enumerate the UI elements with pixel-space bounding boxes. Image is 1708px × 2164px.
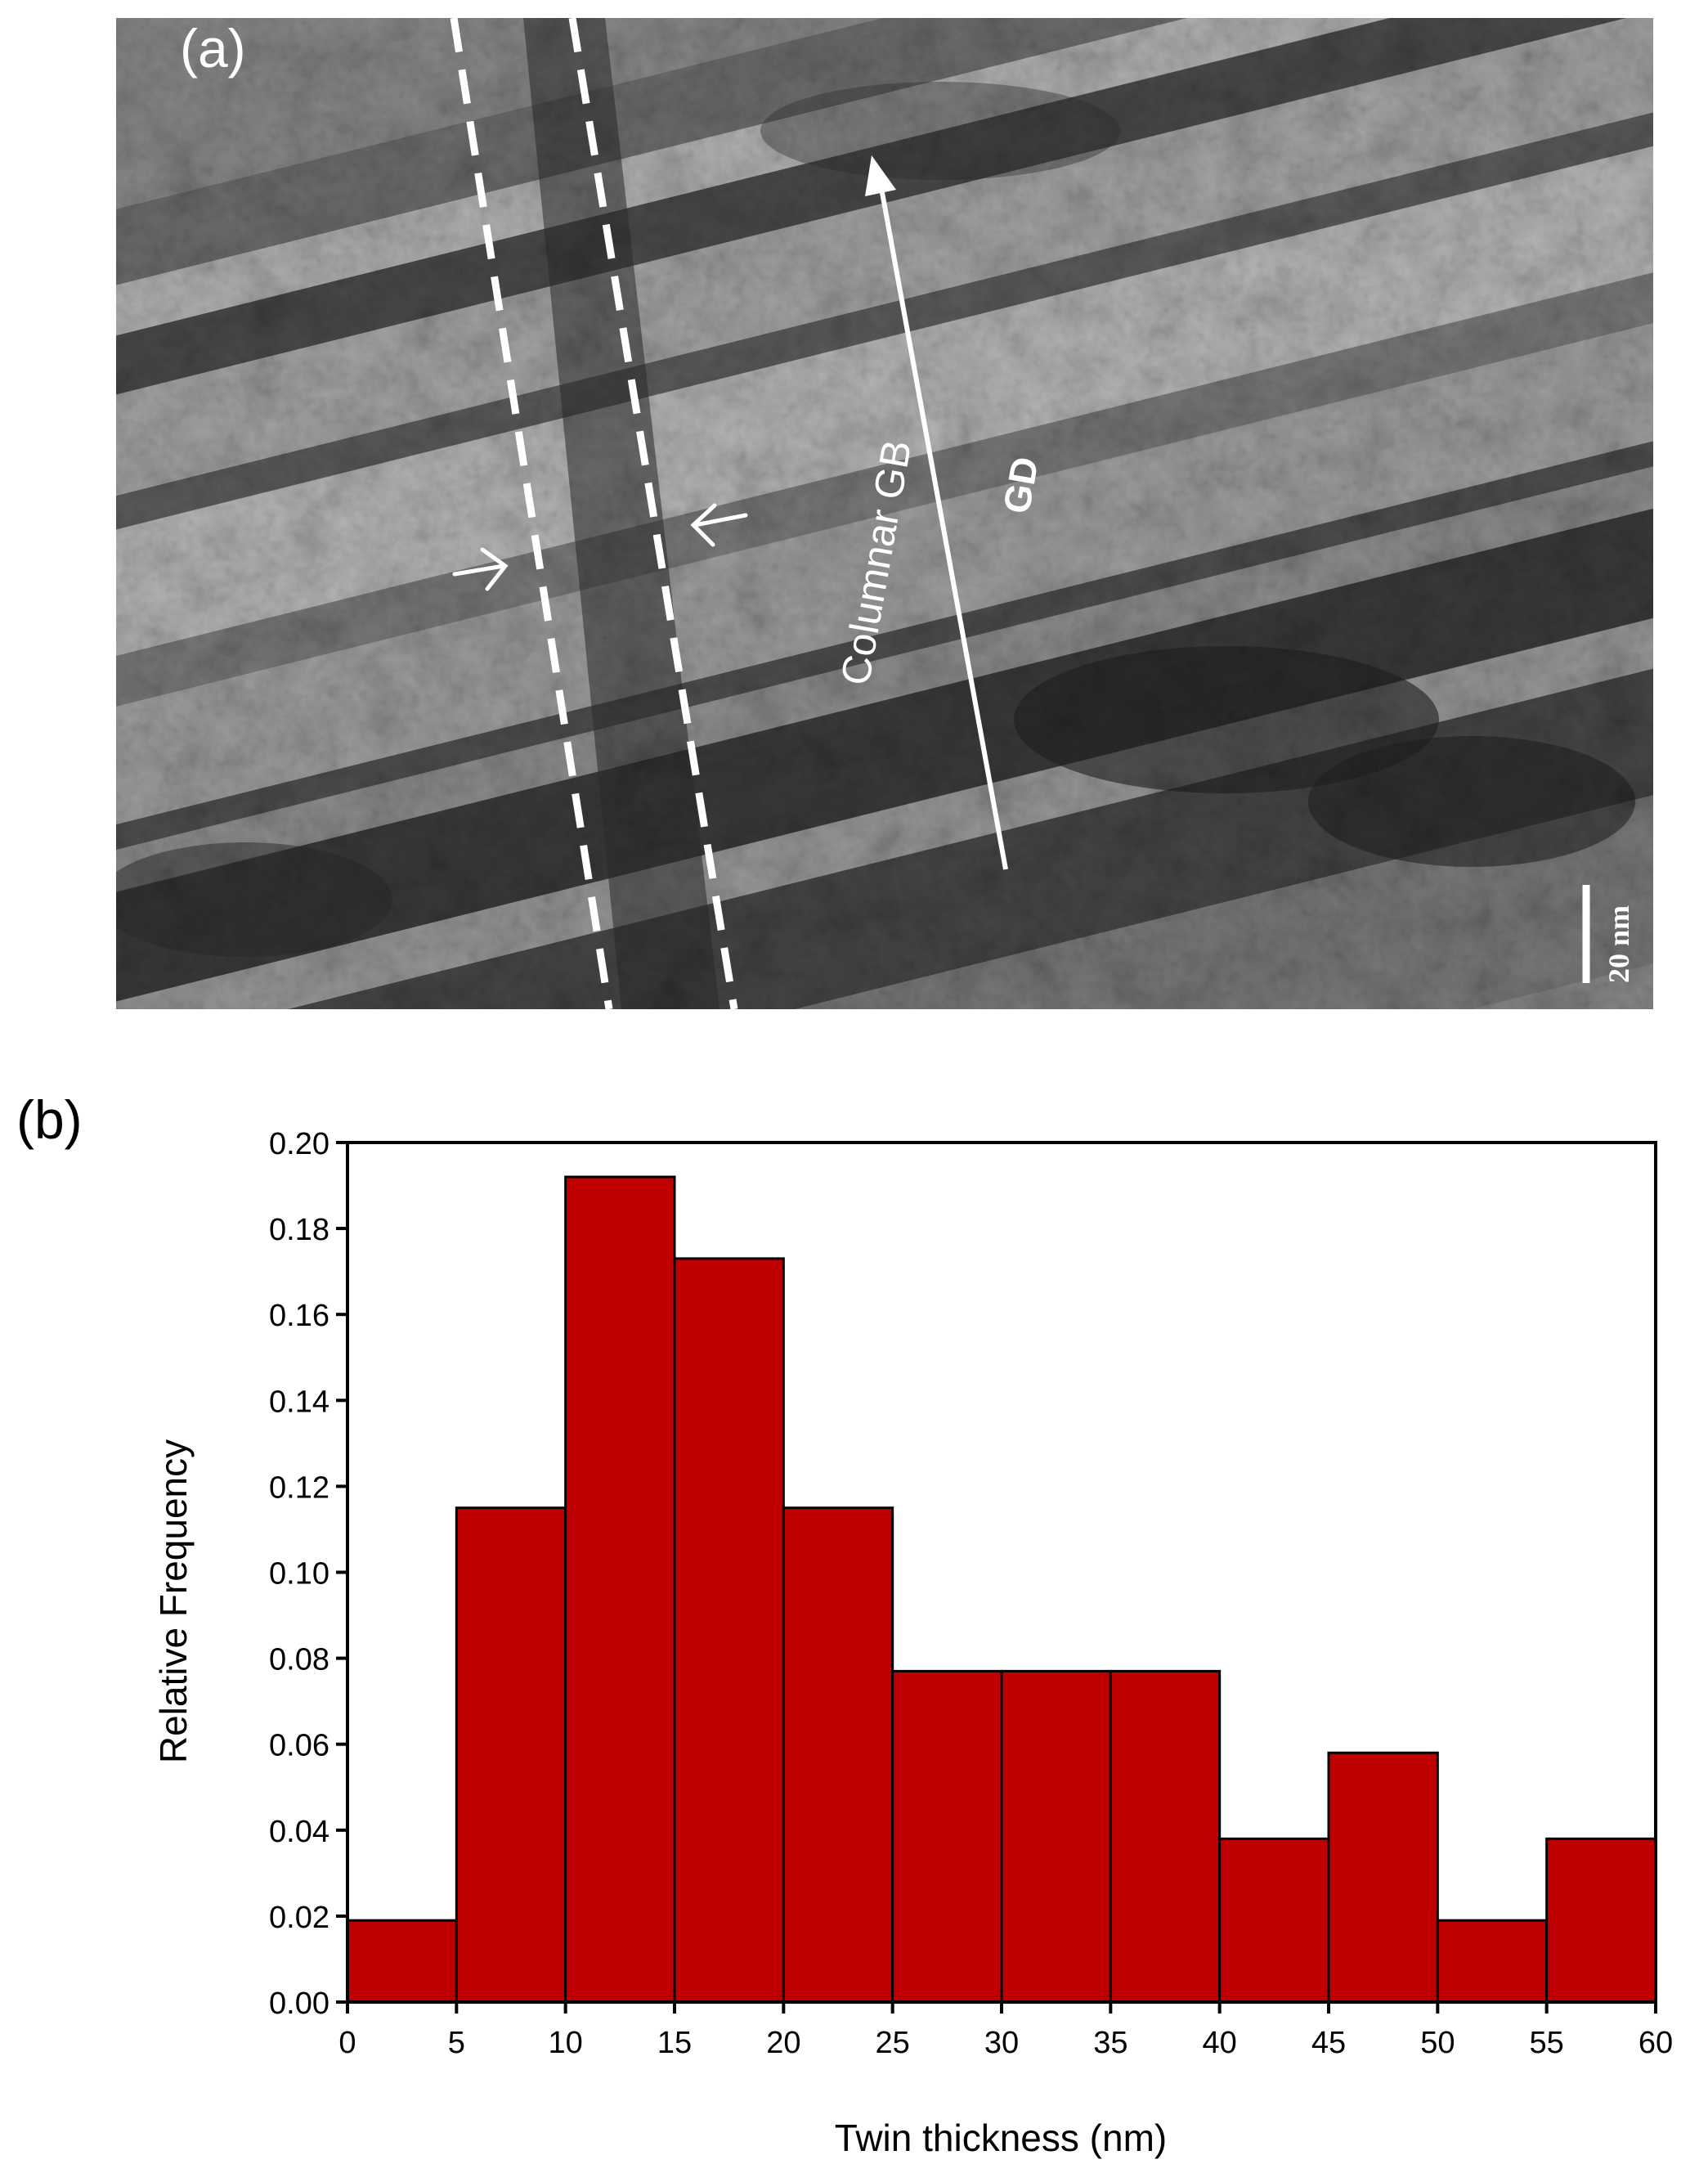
- growth-direction-arrow-icon: [865, 155, 1008, 870]
- x-tick-label: 50: [1420, 2026, 1455, 2060]
- x-tick-label: 20: [766, 2026, 800, 2060]
- y-tick-label: 0.00: [269, 1987, 329, 2021]
- twin-thickness-histogram: (b) 0.00 0.02 0.04 0.06 0.08 0.10 0.12 0.14 0.16…: [16, 1089, 1673, 2159]
- x-tick-label: 10: [549, 2026, 583, 2060]
- x-tick-label: 40: [1203, 2026, 1237, 2060]
- y-tick-label: 0.18: [269, 1213, 329, 1247]
- histogram-bar: [782, 1506, 894, 2004]
- histogram-bar: [346, 1919, 458, 2004]
- histogram-bar: [1000, 1669, 1112, 2004]
- growth-direction-label: GD: [995, 454, 1047, 517]
- gb-arrow-right-icon: [690, 503, 748, 547]
- scale-bar-label: 20 nm: [1603, 905, 1635, 983]
- y-tick-label: 0.02: [269, 1901, 329, 1935]
- x-tick-label: 35: [1093, 2026, 1127, 2060]
- y-tick-label: 0.08: [269, 1643, 329, 1677]
- y-tick-label: 0.06: [269, 1729, 329, 1763]
- panel-a-label: (a): [180, 18, 246, 79]
- histogram-bar: [1327, 1751, 1439, 2004]
- tem-micrograph: (a) Columnar GB GD 20 nm: [116, 17, 1653, 1010]
- x-tick-label: 30: [984, 2026, 1019, 2060]
- x-tick-label: 5: [448, 2026, 465, 2060]
- histogram-bar: [564, 1175, 676, 2004]
- x-tick-label: 55: [1530, 2026, 1564, 2060]
- x-tick-label: 45: [1311, 2026, 1346, 2060]
- y-tick-label: 0.04: [269, 1815, 329, 1849]
- gb-arrow-left-icon: [452, 547, 509, 591]
- histogram-bar: [673, 1257, 785, 2004]
- histogram-bar: [1109, 1669, 1222, 2004]
- gb-dashed-line-right: [568, 17, 738, 1010]
- histogram-bar: [1218, 1837, 1330, 2004]
- histogram-bar: [455, 1506, 567, 2004]
- micrograph-image: [116, 18, 1653, 1009]
- histogram-bar: [1436, 1919, 1549, 2004]
- x-tick-label: 60: [1639, 2026, 1673, 2060]
- y-tick-label: 0.12: [269, 1470, 329, 1505]
- y-axis-title: Relative Frequency: [152, 1439, 195, 1763]
- y-tick-label: 0.16: [269, 1299, 329, 1333]
- y-tick-label: 0.14: [269, 1385, 329, 1419]
- panel-b-label: (b): [16, 1089, 83, 1150]
- x-tick-label: 15: [657, 2026, 692, 2060]
- histogram-bar: [891, 1669, 1003, 2004]
- x-tick-label: 0: [338, 2026, 356, 2060]
- gb-dashed-line-left: [450, 17, 613, 1010]
- histogram-bar: [1545, 1837, 1657, 2004]
- x-axis-title: Twin thickness (nm): [835, 2117, 1167, 2159]
- y-tick-label: 0.20: [269, 1127, 329, 1161]
- y-tick-label: 0.10: [269, 1557, 329, 1592]
- x-tick-label: 25: [876, 2026, 910, 2060]
